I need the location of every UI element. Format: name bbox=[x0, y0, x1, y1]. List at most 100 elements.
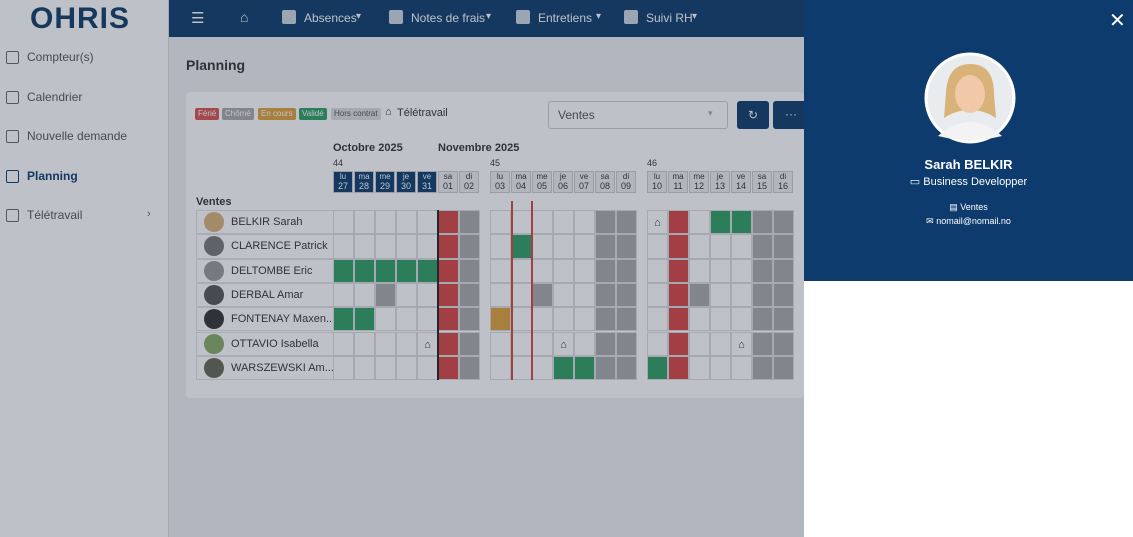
day-cell[interactable] bbox=[532, 331, 553, 356]
day-cell[interactable] bbox=[595, 307, 616, 332]
day-cell[interactable] bbox=[616, 210, 637, 235]
day-cell[interactable] bbox=[647, 307, 668, 332]
sidebar-item[interactable]: Calendrier bbox=[27, 89, 83, 104]
day-cell[interactable] bbox=[689, 307, 710, 332]
day-cell[interactable] bbox=[333, 234, 354, 259]
employee-name[interactable]: DERBAL Amar bbox=[231, 288, 304, 301]
day-cell[interactable] bbox=[710, 282, 731, 308]
day-cell[interactable] bbox=[333, 331, 354, 356]
day-cell[interactable] bbox=[438, 210, 459, 235]
day-cell[interactable] bbox=[438, 307, 459, 332]
day-cell[interactable] bbox=[574, 234, 595, 259]
day-cell[interactable] bbox=[731, 307, 752, 332]
day-cell[interactable] bbox=[553, 234, 574, 259]
day-cell[interactable] bbox=[668, 331, 689, 356]
day-cell[interactable] bbox=[438, 234, 459, 259]
day-cell[interactable] bbox=[553, 210, 574, 235]
day-cell[interactable] bbox=[647, 331, 668, 356]
day-cell[interactable] bbox=[396, 282, 417, 308]
day-cell[interactable] bbox=[459, 234, 480, 259]
day-cell[interactable] bbox=[752, 258, 773, 283]
day-cell[interactable]: ⌂ bbox=[553, 331, 574, 356]
day-cell[interactable] bbox=[616, 355, 637, 381]
day-cell[interactable] bbox=[354, 258, 375, 283]
day-cell[interactable] bbox=[375, 234, 396, 259]
day-cell[interactable] bbox=[532, 307, 553, 332]
day-cell[interactable] bbox=[396, 210, 417, 235]
close-button[interactable]: ✕ bbox=[1109, 10, 1126, 32]
day-cell[interactable] bbox=[354, 210, 375, 235]
day-cell[interactable] bbox=[752, 234, 773, 259]
day-cell[interactable] bbox=[574, 210, 595, 235]
sidebar-item[interactable]: Planning bbox=[27, 168, 78, 183]
day-cell[interactable] bbox=[689, 282, 710, 308]
day-cell[interactable] bbox=[710, 210, 731, 235]
day-cell[interactable] bbox=[553, 258, 574, 283]
day-cell[interactable] bbox=[490, 282, 511, 308]
day-cell[interactable] bbox=[752, 210, 773, 235]
day-cell[interactable] bbox=[752, 307, 773, 332]
day-cell[interactable] bbox=[773, 234, 794, 259]
day-cell[interactable] bbox=[752, 282, 773, 308]
day-cell[interactable] bbox=[438, 355, 459, 381]
employee-name[interactable]: WARSZEWSKI Am... bbox=[231, 361, 334, 374]
day-cell[interactable] bbox=[773, 258, 794, 283]
day-cell[interactable] bbox=[574, 355, 595, 381]
day-cell[interactable]: ⌂ bbox=[647, 210, 668, 235]
day-cell[interactable] bbox=[710, 234, 731, 259]
day-cell[interactable] bbox=[731, 234, 752, 259]
day-cell[interactable] bbox=[459, 307, 480, 332]
day-cell[interactable] bbox=[616, 331, 637, 356]
day-cell[interactable] bbox=[333, 307, 354, 332]
day-cell[interactable] bbox=[459, 210, 480, 235]
nav-item[interactable]: Absences bbox=[304, 11, 357, 25]
day-cell[interactable] bbox=[375, 210, 396, 235]
day-cell[interactable] bbox=[647, 258, 668, 283]
day-cell[interactable] bbox=[647, 234, 668, 259]
day-cell[interactable] bbox=[574, 307, 595, 332]
nav-item[interactable]: Notes de frais bbox=[411, 11, 486, 25]
day-cell[interactable] bbox=[574, 331, 595, 356]
day-cell[interactable] bbox=[668, 307, 689, 332]
day-cell[interactable] bbox=[668, 355, 689, 381]
day-cell[interactable]: ⌂ bbox=[731, 331, 752, 356]
day-cell[interactable] bbox=[574, 282, 595, 308]
day-cell[interactable] bbox=[490, 355, 511, 381]
day-cell[interactable] bbox=[773, 282, 794, 308]
day-cell[interactable] bbox=[595, 234, 616, 259]
day-cell[interactable] bbox=[459, 331, 480, 356]
modal-overlay[interactable] bbox=[0, 0, 804, 537]
day-cell[interactable] bbox=[490, 258, 511, 283]
day-cell[interactable] bbox=[459, 355, 480, 381]
day-cell[interactable] bbox=[375, 307, 396, 332]
team-select[interactable] bbox=[548, 101, 728, 129]
day-cell[interactable] bbox=[773, 331, 794, 356]
day-cell[interactable] bbox=[333, 355, 354, 381]
day-cell[interactable] bbox=[396, 234, 417, 259]
day-cell[interactable] bbox=[532, 234, 553, 259]
day-cell[interactable] bbox=[668, 210, 689, 235]
day-cell[interactable] bbox=[616, 258, 637, 283]
day-cell[interactable] bbox=[438, 331, 459, 356]
day-cell[interactable] bbox=[490, 331, 511, 356]
day-cell[interactable] bbox=[752, 355, 773, 381]
day-cell[interactable] bbox=[553, 355, 574, 381]
day-cell[interactable] bbox=[689, 355, 710, 381]
day-cell[interactable] bbox=[375, 282, 396, 308]
day-cell[interactable] bbox=[595, 355, 616, 381]
day-cell[interactable] bbox=[490, 234, 511, 259]
nav-item[interactable]: Entretiens bbox=[538, 11, 593, 25]
day-cell[interactable] bbox=[773, 307, 794, 332]
day-cell[interactable] bbox=[647, 282, 668, 308]
day-cell[interactable] bbox=[616, 234, 637, 259]
day-cell[interactable] bbox=[773, 210, 794, 235]
day-cell[interactable] bbox=[595, 210, 616, 235]
day-cell[interactable] bbox=[574, 258, 595, 283]
employee-name[interactable]: BELKIR Sarah bbox=[231, 216, 303, 228]
day-cell[interactable] bbox=[553, 307, 574, 332]
day-cell[interactable] bbox=[710, 355, 731, 381]
day-cell[interactable] bbox=[532, 210, 553, 235]
day-cell[interactable] bbox=[396, 307, 417, 332]
day-cell[interactable] bbox=[396, 258, 417, 283]
day-cell[interactable] bbox=[354, 355, 375, 381]
